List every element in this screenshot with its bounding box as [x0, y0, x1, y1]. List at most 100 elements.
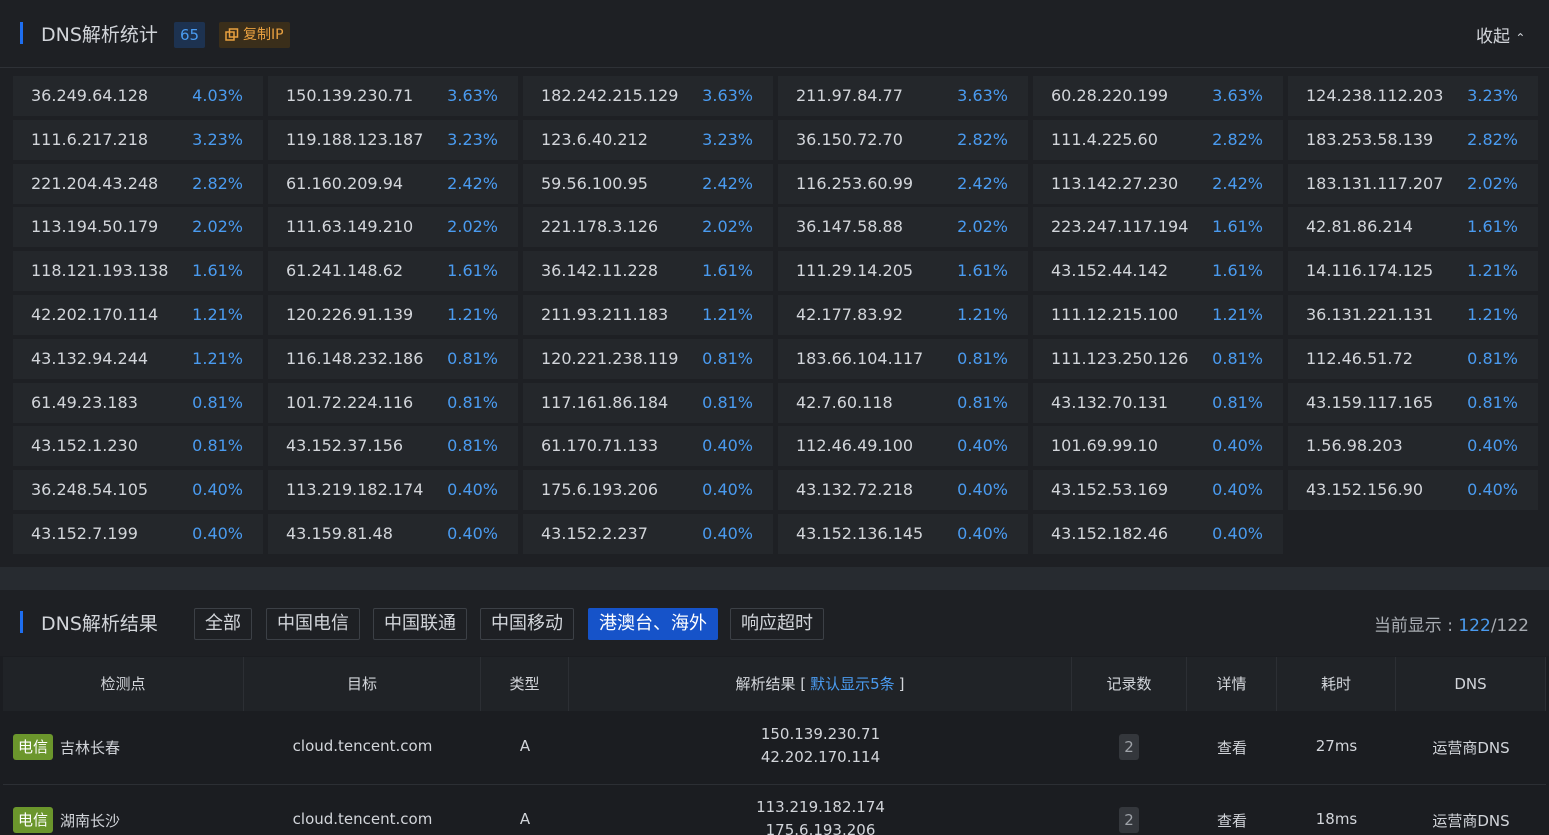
detail[interactable]: 查看	[1216, 739, 1247, 757]
stat-cell: 1.56.98.203 0.40%	[1288, 426, 1538, 467]
stat-cell: 36.248.54.105 0.40%	[13, 470, 263, 511]
percent: 0.81%	[192, 392, 243, 412]
percent: 0.81%	[702, 392, 753, 412]
ip: 183.66.104.117	[796, 348, 924, 368]
filter-tab[interactable]: 全部	[194, 608, 252, 640]
percent: 0.81%	[1212, 348, 1263, 368]
stat-cell: 112.46.51.72 0.81%	[1288, 338, 1538, 379]
stat-cell: 124.238.112.203 3.23%	[1288, 76, 1538, 116]
ip: 42.7.60.118	[796, 392, 893, 412]
ip: 117.161.86.184	[541, 392, 669, 412]
stat-cell: 43.152.44.142 1.61%	[1033, 251, 1283, 292]
percent: 1.21%	[192, 305, 243, 324]
title-bar	[20, 22, 23, 44]
ip: 43.152.156.90	[1306, 480, 1424, 500]
percent: 2.02%	[447, 217, 498, 237]
column-header: 检测点	[3, 657, 244, 711]
display-count: 当前显示 : 122/122	[1374, 611, 1529, 636]
column-header: 类型	[481, 657, 569, 711]
percent: 0.40%	[447, 524, 498, 543]
ip: 111.4.225.60	[1051, 129, 1158, 149]
ip: 183.131.117.207	[1306, 173, 1444, 193]
ip: 120.226.91.139	[286, 305, 414, 324]
copy-button[interactable]: 复制IP	[219, 22, 290, 48]
percent: 3.23%	[447, 129, 498, 149]
stat-cell: 113.142.27.230 2.42%	[1033, 163, 1283, 204]
column-header: 记录数	[1072, 657, 1187, 711]
detail[interactable]: 查看	[1216, 812, 1247, 830]
percent: 0.81%	[447, 436, 498, 456]
percent: 0.40%	[702, 480, 753, 500]
ip: 112.46.51.72	[1306, 348, 1413, 368]
stat-cell: 43.152.53.169 0.40%	[1033, 470, 1283, 511]
percent: 0.40%	[957, 436, 1008, 456]
display-label: 当前显示 :	[1373, 616, 1459, 636]
percent: 0.81%	[1467, 348, 1518, 368]
stat-cell: 43.152.136.145 0.40%	[778, 514, 1028, 554]
title-bar	[20, 611, 23, 633]
ip: 42.81.86.214	[1306, 217, 1413, 237]
percent: 1.21%	[447, 305, 498, 324]
filter-tab[interactable]: 中国联通	[373, 608, 467, 640]
filter-tab[interactable]: 中国电信	[266, 608, 360, 640]
percent: 0.40%	[957, 524, 1008, 543]
collapse-button[interactable]: 收起 ⌃	[1476, 27, 1526, 47]
stat-cell: 43.132.94.244 1.21%	[13, 338, 263, 379]
filter-tab[interactable]: 港澳台、海外	[588, 608, 718, 640]
ip: 61.160.209.94	[286, 173, 404, 193]
isp-tag: 电信	[13, 807, 54, 833]
stat-cell: 101.72.224.116 0.81%	[268, 382, 518, 423]
percent: 1.21%	[1467, 305, 1518, 324]
ip: 1.56.98.203	[1306, 436, 1403, 456]
ip: 223.247.117.194	[1051, 217, 1189, 237]
record: 42.202.170.114	[760, 748, 881, 766]
ip: 182.242.215.129	[541, 86, 679, 105]
ip: 61.170.71.133	[541, 436, 659, 456]
percent: 1.61%	[447, 261, 498, 281]
stat-cell: 61.170.71.133 0.40%	[523, 426, 773, 467]
ip: 43.152.182.46	[1051, 524, 1169, 543]
ip: 111.6.217.218	[31, 129, 149, 149]
stat-cell: 223.247.117.194 1.61%	[1033, 207, 1283, 248]
ip: 111.123.250.126	[1051, 348, 1189, 368]
percent: 3.63%	[447, 86, 498, 105]
percent: 1.21%	[1467, 261, 1518, 281]
dns: 运营商DNS	[1432, 739, 1510, 757]
stat-cell: 211.93.211.183 1.21%	[523, 295, 773, 335]
type: A	[519, 810, 531, 828]
percent: 0.81%	[192, 436, 243, 456]
filter-tab[interactable]: 中国移动	[480, 608, 574, 640]
stat-cell: 61.241.148.62 1.61%	[268, 251, 518, 292]
ip: 36.248.54.105	[31, 480, 149, 500]
stat-cell: 221.178.3.126 2.02%	[523, 207, 773, 248]
percent: 0.40%	[1212, 436, 1263, 456]
percent: 2.82%	[1467, 129, 1518, 149]
stat-cell: 117.161.86.184 0.81%	[523, 382, 773, 423]
ip: 101.72.224.116	[286, 392, 414, 412]
ip: 42.202.170.114	[31, 305, 159, 324]
percent: 0.40%	[1467, 436, 1518, 456]
percent: 2.02%	[192, 217, 243, 237]
ip: 36.142.11.228	[541, 261, 659, 281]
ip: 120.221.238.119	[541, 348, 679, 368]
ip: 43.132.94.244	[31, 348, 149, 368]
stat-cell: 120.226.91.139 1.21%	[268, 295, 518, 335]
stat-cell: 116.148.232.186 0.81%	[268, 338, 518, 379]
record: 150.139.230.71	[760, 725, 881, 743]
stat-cell: 59.56.100.95 2.42%	[523, 163, 773, 204]
percent: 2.82%	[957, 129, 1008, 149]
stat-cell: 113.194.50.179 2.02%	[13, 207, 263, 248]
stat-cell: 61.49.23.183 0.81%	[13, 382, 263, 423]
percent: 2.42%	[447, 173, 498, 193]
ip: 36.131.221.131	[1306, 305, 1434, 324]
stat-cell: 116.253.60.99 2.42%	[778, 163, 1028, 204]
filter-tab[interactable]: 响应超时	[730, 608, 824, 640]
percent: 1.61%	[1212, 217, 1263, 237]
percent: 1.21%	[957, 305, 1008, 324]
column-header: 目标	[244, 657, 481, 711]
stat-cell: 123.6.40.212 3.23%	[523, 119, 773, 160]
header-link[interactable]: 默认显示5条	[810, 675, 895, 693]
record: 175.6.193.206	[765, 821, 876, 835]
ip: 111.63.149.210	[286, 217, 414, 237]
